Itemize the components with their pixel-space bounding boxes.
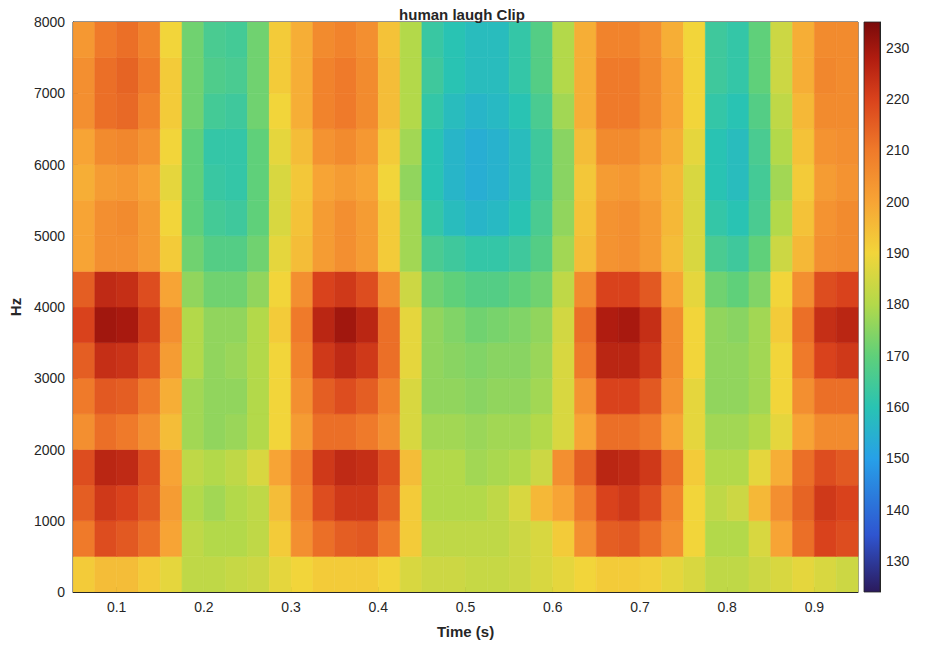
svg-text:3000: 3000 <box>34 370 65 386</box>
svg-text:6000: 6000 <box>34 157 65 173</box>
svg-text:150: 150 <box>886 450 910 466</box>
svg-text:220: 220 <box>886 91 910 107</box>
svg-text:Hz: Hz <box>7 298 24 316</box>
svg-text:1000: 1000 <box>34 513 65 529</box>
svg-text:130: 130 <box>886 553 910 569</box>
svg-text:7000: 7000 <box>34 85 65 101</box>
svg-text:2000: 2000 <box>34 442 65 458</box>
svg-text:160: 160 <box>886 399 910 415</box>
svg-text:230: 230 <box>886 40 910 56</box>
svg-text:human laugh Clip: human laugh Clip <box>399 6 525 23</box>
svg-text:170: 170 <box>886 348 910 364</box>
svg-text:210: 210 <box>886 142 910 158</box>
svg-text:Time (s): Time (s) <box>437 623 494 640</box>
svg-text:0.4: 0.4 <box>369 599 389 615</box>
svg-text:0.1: 0.1 <box>107 599 127 615</box>
svg-text:0.5: 0.5 <box>456 599 476 615</box>
svg-text:4000: 4000 <box>34 299 65 315</box>
svg-text:0.3: 0.3 <box>281 599 301 615</box>
svg-text:0.6: 0.6 <box>543 599 563 615</box>
svg-text:8000: 8000 <box>34 14 65 30</box>
svg-text:5000: 5000 <box>34 228 65 244</box>
svg-text:180: 180 <box>886 296 910 312</box>
svg-text:0.9: 0.9 <box>805 599 825 615</box>
svg-text:0.8: 0.8 <box>717 599 737 615</box>
svg-text:0: 0 <box>57 584 65 600</box>
svg-text:140: 140 <box>886 502 910 518</box>
svg-text:0.7: 0.7 <box>630 599 650 615</box>
svg-text:190: 190 <box>886 245 910 261</box>
svg-text:200: 200 <box>886 194 910 210</box>
svg-text:0.2: 0.2 <box>194 599 214 615</box>
